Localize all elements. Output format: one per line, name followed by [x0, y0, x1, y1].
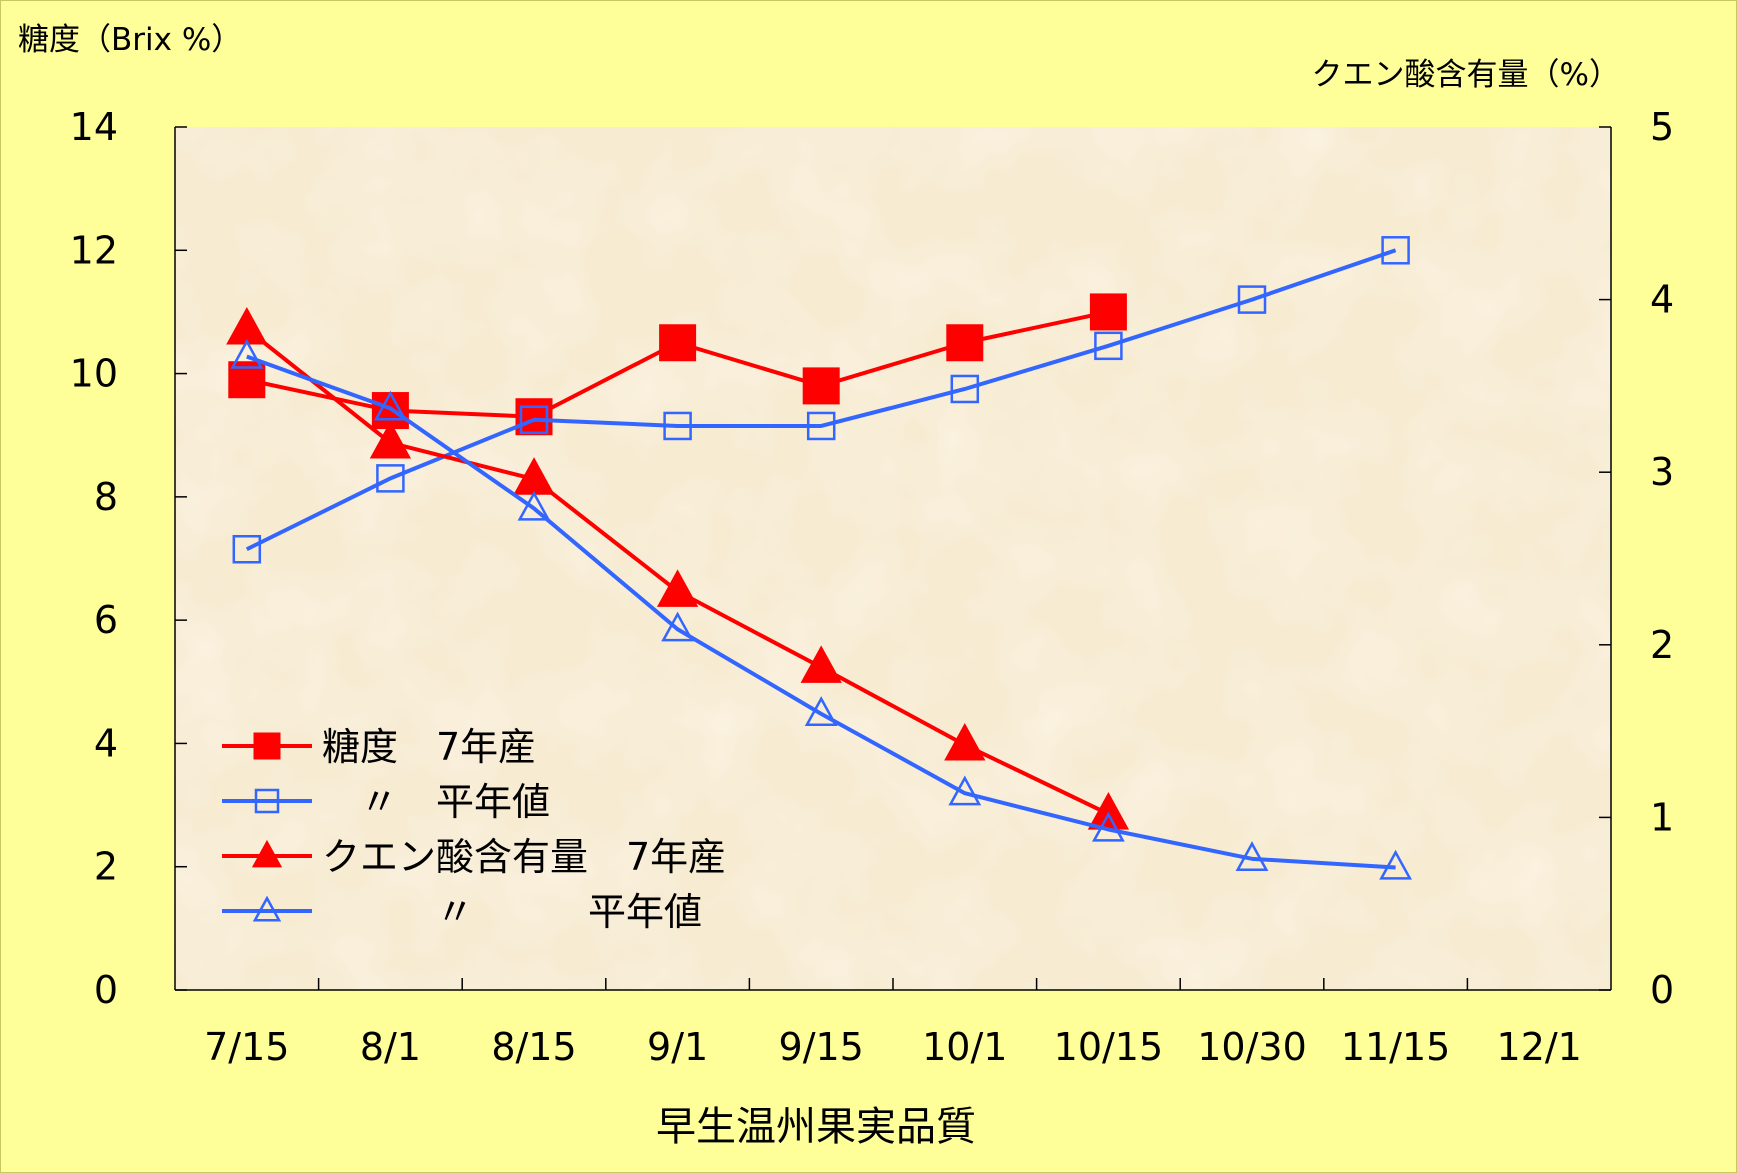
right-axis-label: クエン酸含有量（%）	[1312, 57, 1620, 93]
left-tick-label: 8	[94, 475, 118, 519]
legend-swatch-marker	[251, 839, 283, 868]
right-tick-label: 4	[1650, 278, 1674, 322]
data-point	[663, 411, 692, 441]
plot-area	[175, 127, 1611, 990]
data-point	[1237, 285, 1267, 314]
right-tick-label: 5	[1650, 105, 1674, 149]
right-tick-label: 3	[1650, 450, 1674, 494]
left-tick-label: 14	[70, 105, 118, 149]
left-axis-label: 糖度（Brix %）	[18, 22, 242, 58]
series-1	[232, 236, 1410, 564]
left-tick-label: 10	[70, 352, 118, 396]
legend-item: 〃 平年値	[222, 780, 550, 824]
series-line	[245, 248, 1397, 552]
data-point	[1091, 811, 1125, 842]
chart-title: 早生温州果実品質	[656, 1104, 976, 1150]
data-point	[944, 722, 986, 761]
series-0	[228, 293, 1127, 436]
data-point	[376, 464, 405, 493]
series-line	[246, 354, 1396, 870]
data-point	[802, 367, 840, 405]
data-point	[1094, 331, 1123, 361]
legend-swatch-marker	[252, 895, 282, 922]
data-point	[519, 405, 549, 435]
left-tick-label: 4	[94, 721, 118, 765]
legend-item: クエン酸含有量 7年産	[222, 835, 726, 879]
x-tick-label: 10/1	[922, 1025, 1007, 1069]
data-point	[1381, 236, 1410, 265]
legend-label: 〃 平年値	[322, 780, 550, 824]
data-point	[659, 324, 697, 362]
left-tick-label: 2	[94, 845, 118, 889]
data-point	[804, 696, 838, 727]
left-tick-label: 6	[94, 598, 118, 642]
data-point	[800, 645, 842, 683]
legend-swatch-marker	[254, 788, 280, 814]
x-tick-label: 8/15	[491, 1025, 576, 1069]
x-tick-label: 10/30	[1197, 1025, 1307, 1069]
left-tick-label: 0	[94, 968, 118, 1012]
data-point	[232, 535, 262, 564]
legend-label: 〃 平年値	[322, 890, 702, 934]
right-tick-label: 0	[1650, 968, 1674, 1012]
data-point	[1089, 293, 1127, 331]
data-point	[950, 374, 980, 404]
legend-label: 糖度 7年産	[322, 725, 536, 769]
left-tick-label: 12	[70, 228, 118, 272]
series-3	[230, 338, 1413, 880]
data-point	[369, 420, 412, 459]
data-point	[373, 390, 407, 421]
x-tick-label: 9/15	[779, 1025, 864, 1069]
series-2	[226, 307, 1130, 830]
legend-swatch-marker	[253, 732, 281, 760]
x-tick-label: 11/15	[1341, 1025, 1451, 1069]
data-point	[946, 324, 984, 362]
data-point	[656, 569, 699, 607]
data-point	[806, 411, 836, 441]
right-tick-label: 2	[1650, 623, 1674, 667]
data-point	[230, 338, 264, 369]
data-point	[1235, 841, 1269, 871]
data-point	[948, 775, 982, 806]
x-tick-label: 9/1	[647, 1025, 708, 1069]
x-tick-label: 10/15	[1054, 1025, 1164, 1069]
x-tick-label: 8/1	[360, 1025, 421, 1069]
data-point	[1379, 849, 1413, 880]
right-tick-label: 1	[1650, 795, 1674, 839]
data-point	[517, 490, 551, 521]
series-layer	[226, 236, 1413, 880]
x-tick-label: 12/1	[1497, 1025, 1582, 1069]
legend-label: クエン酸含有量 7年産	[322, 835, 726, 879]
legend-item: 〃 平年値	[222, 890, 702, 934]
x-tick-label: 7/15	[204, 1025, 289, 1069]
data-point	[661, 611, 695, 642]
legend-item: 糖度 7年産	[222, 725, 536, 769]
